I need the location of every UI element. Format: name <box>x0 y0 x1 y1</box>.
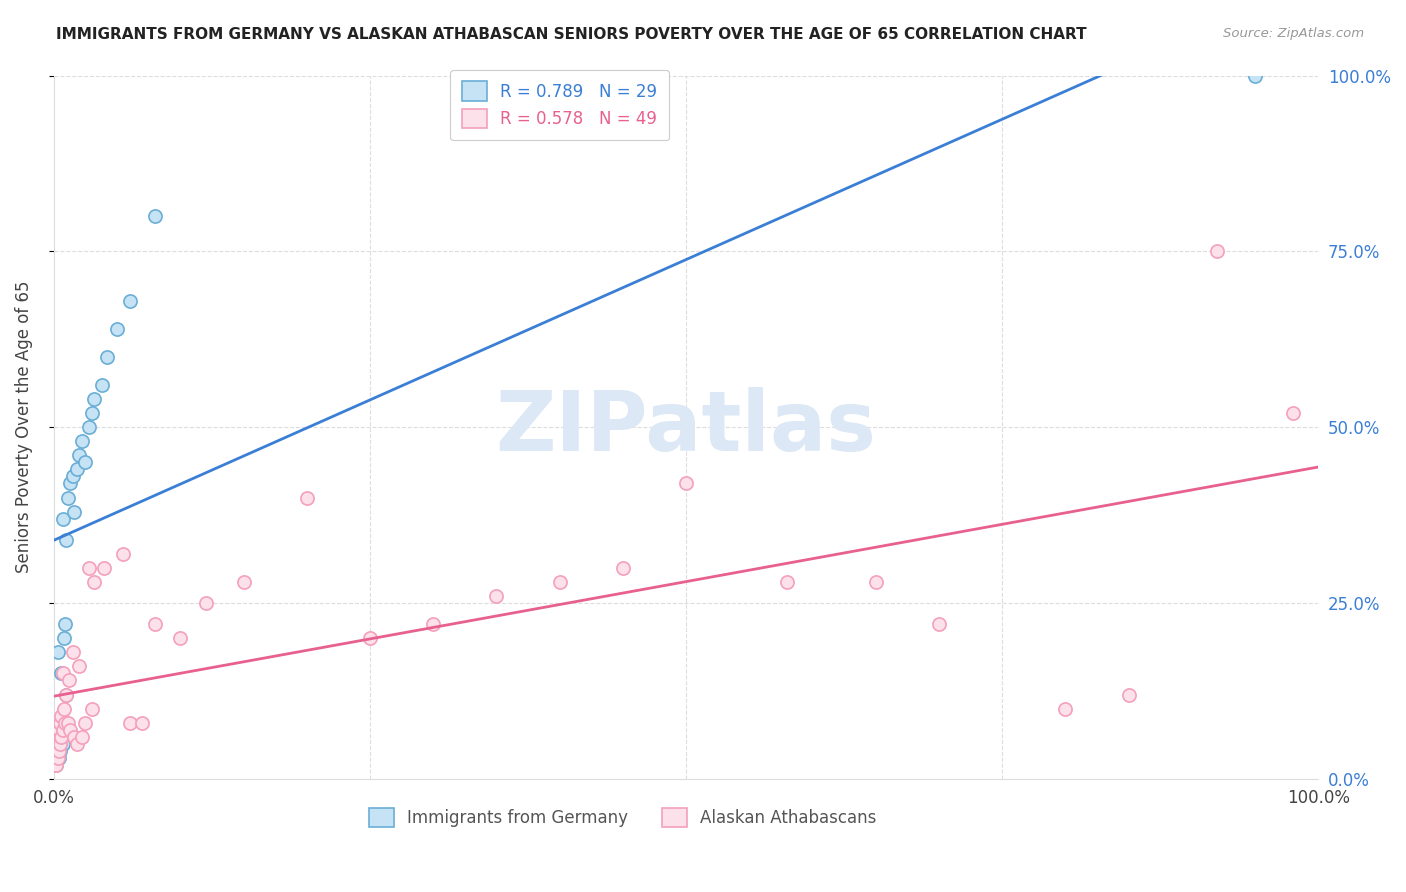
Point <box>93 561 115 575</box>
Point <box>51 730 73 744</box>
Point <box>62 469 84 483</box>
Point <box>63 505 86 519</box>
Point <box>52 737 75 751</box>
Point <box>612 561 634 575</box>
Y-axis label: Seniors Poverty Over the Age of 65: Seniors Poverty Over the Age of 65 <box>15 281 32 574</box>
Point <box>65 737 87 751</box>
Point <box>77 420 100 434</box>
Point <box>77 561 100 575</box>
Point <box>70 730 93 744</box>
Point <box>80 406 103 420</box>
Point <box>143 617 166 632</box>
Point <box>52 511 75 525</box>
Point <box>53 715 76 730</box>
Point <box>194 596 217 610</box>
Point <box>55 533 77 547</box>
Text: Source: ZipAtlas.com: Source: ZipAtlas.com <box>1223 27 1364 40</box>
Point <box>169 632 191 646</box>
Point <box>52 632 75 646</box>
Point <box>548 574 571 589</box>
Point <box>56 715 79 730</box>
Point <box>485 589 508 603</box>
Point <box>143 209 166 223</box>
Point <box>359 632 381 646</box>
Point <box>51 708 73 723</box>
Point <box>67 448 90 462</box>
Point <box>105 322 128 336</box>
Point <box>75 455 97 469</box>
Point <box>48 751 70 765</box>
Point <box>675 476 697 491</box>
Point <box>83 574 105 589</box>
Point <box>59 476 82 491</box>
Point <box>118 715 141 730</box>
Point <box>52 666 75 681</box>
Point <box>1054 701 1077 715</box>
Point <box>45 757 67 772</box>
Point <box>1206 244 1229 259</box>
Point <box>46 747 69 762</box>
Point <box>59 723 82 737</box>
Point <box>62 645 84 659</box>
Text: ZIPatlas: ZIPatlas <box>495 387 876 467</box>
Point <box>58 673 80 688</box>
Point <box>53 617 76 632</box>
Point <box>1118 688 1140 702</box>
Point <box>52 723 75 737</box>
Point <box>51 666 73 681</box>
Point <box>44 757 66 772</box>
Point <box>83 392 105 406</box>
Point <box>96 350 118 364</box>
Point <box>295 491 318 505</box>
Point <box>48 744 70 758</box>
Point <box>49 715 72 730</box>
Point <box>48 723 70 737</box>
Point <box>75 715 97 730</box>
Point <box>46 751 69 765</box>
Point <box>65 462 87 476</box>
Point <box>1282 406 1305 420</box>
Point <box>90 378 112 392</box>
Point <box>46 737 69 751</box>
Point <box>52 701 75 715</box>
Legend: Immigrants from Germany, Alaskan Athabascans: Immigrants from Germany, Alaskan Athabas… <box>363 801 883 834</box>
Point <box>112 547 135 561</box>
Point <box>56 491 79 505</box>
Point <box>422 617 444 632</box>
Point <box>232 574 254 589</box>
Point <box>55 688 77 702</box>
Point <box>928 617 950 632</box>
Point <box>118 293 141 308</box>
Point <box>131 715 153 730</box>
Text: IMMIGRANTS FROM GERMANY VS ALASKAN ATHABASCAN SENIORS POVERTY OVER THE AGE OF 65: IMMIGRANTS FROM GERMANY VS ALASKAN ATHAB… <box>56 27 1087 42</box>
Point <box>1244 69 1267 83</box>
Point <box>63 730 86 744</box>
Point <box>49 744 72 758</box>
Point <box>45 757 67 772</box>
Point <box>49 737 72 751</box>
Point <box>70 434 93 449</box>
Point <box>67 659 90 673</box>
Point <box>776 574 799 589</box>
Point <box>46 645 69 659</box>
Point <box>80 701 103 715</box>
Point <box>55 688 77 702</box>
Point <box>865 574 887 589</box>
